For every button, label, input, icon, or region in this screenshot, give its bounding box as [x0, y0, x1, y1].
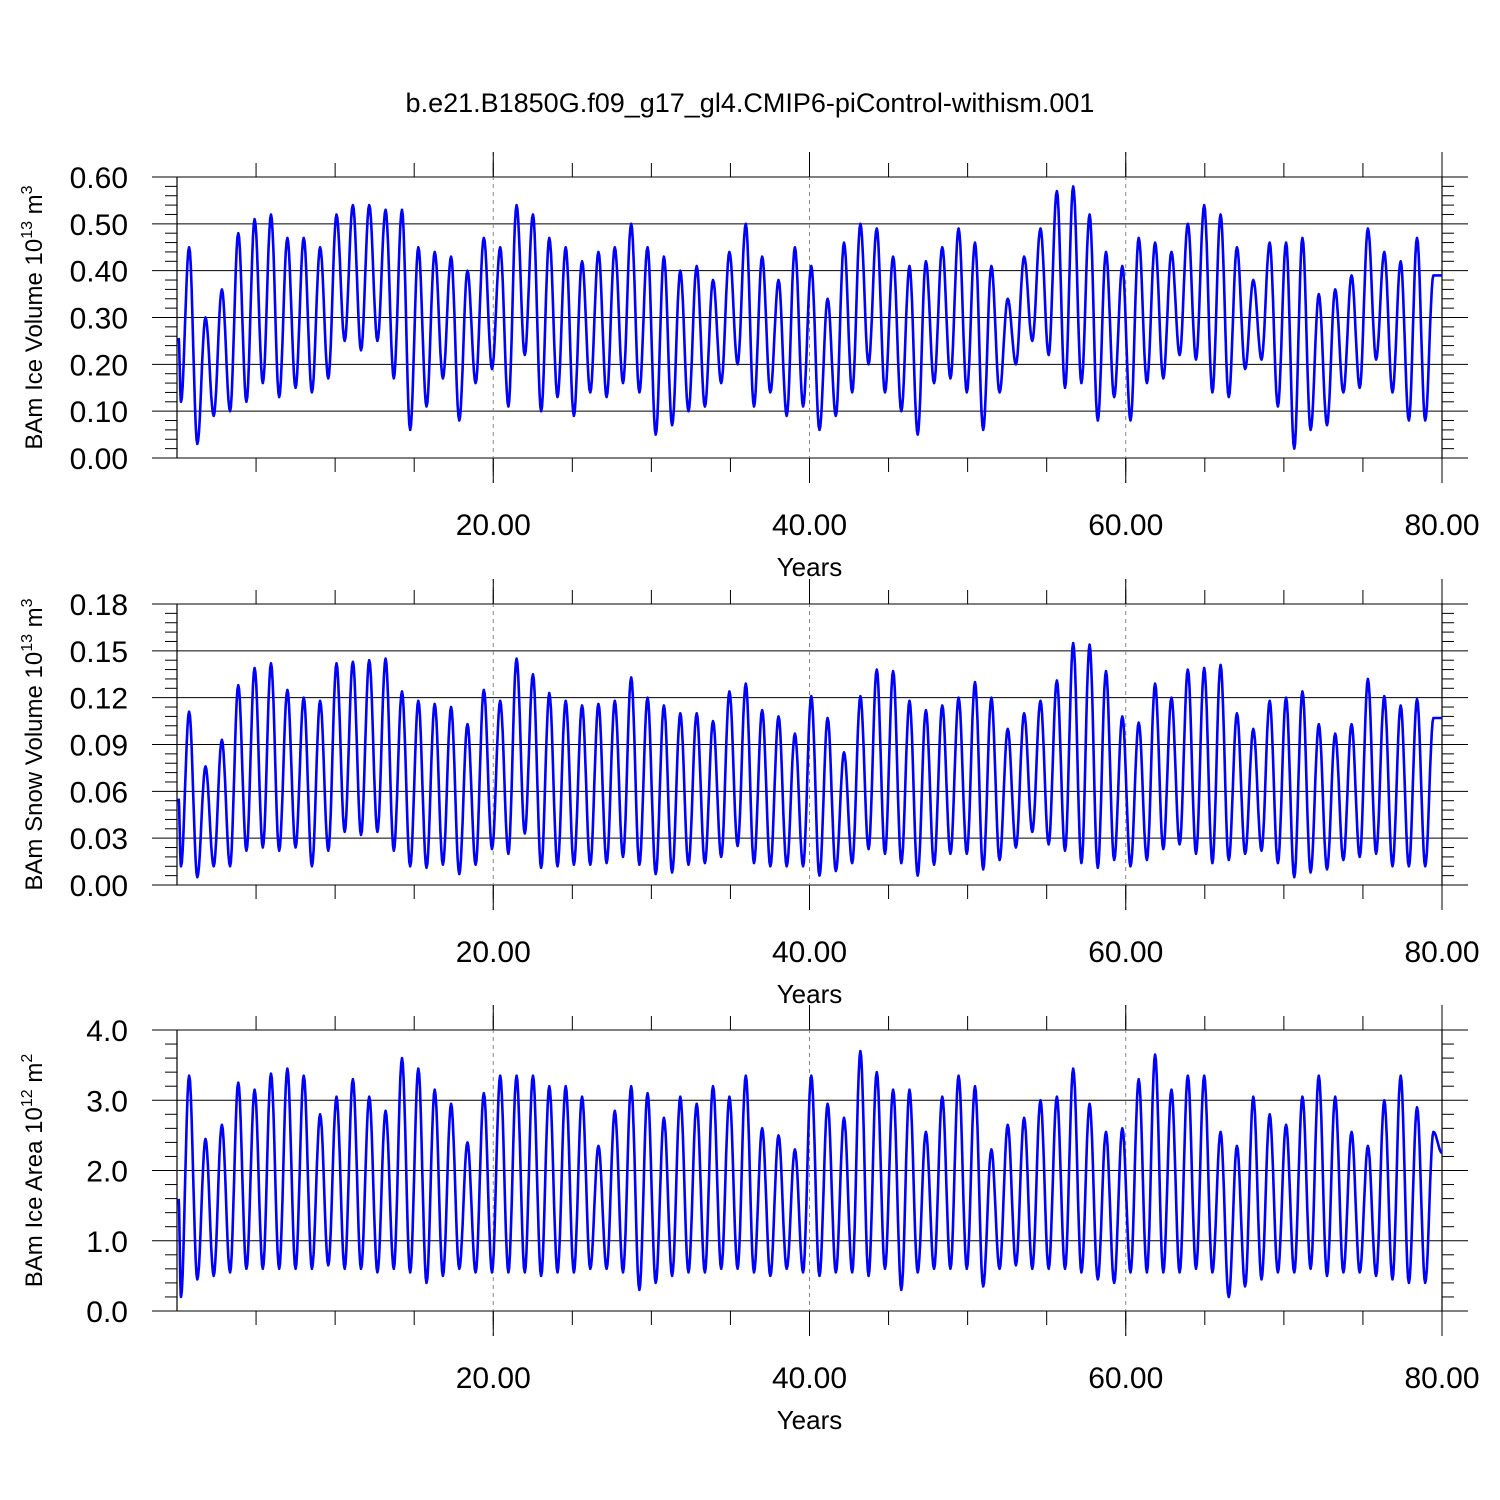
x-tick-label: 40.00: [772, 1362, 847, 1395]
y-axis-label-unit-exponent: 3: [19, 598, 36, 607]
y-tick-label: 0.09: [70, 730, 128, 763]
x-axis-label: Years: [777, 1405, 843, 1435]
x-tick-label: 80.00: [1404, 1362, 1479, 1395]
y-tick-label: 0.20: [70, 349, 128, 382]
y-tick-label: 3.0: [86, 1085, 128, 1118]
y-tick-label: 0.10: [70, 396, 128, 429]
y-axis-label-main: BAm Ice Area 10: [21, 1107, 48, 1287]
x-tick-label: 60.00: [1088, 936, 1163, 969]
y-tick-label: 0.06: [70, 776, 128, 809]
chart-panel-3: 0.0 1.0 2.0 3.0 4.0 20.00 40.00 60.00 80.00 Years…: [19, 1005, 1480, 1435]
figure-title: b.e21.B1850G.f09_g17_gl4.CMIP6-piControl…: [406, 88, 1095, 118]
y-tick-label: 0.00: [70, 443, 128, 476]
y-tick-label: 0.40: [70, 256, 128, 289]
y-axis-label-unit: m: [21, 1063, 48, 1090]
y-tick-label: 0.60: [70, 162, 128, 195]
chart-panel-1: 0.00 0.10 0.20 0.30 0.40 0.50 0.60 20.00 40.00 60…: [19, 152, 1480, 582]
y-axis-label-main: BAm Ice Volume 10: [21, 239, 48, 450]
chart-panel-2: 0.00 0.03 0.06 0.09 0.12 0.15 0.18 20.00 40.00 60…: [19, 579, 1480, 1009]
x-tick-label: 20.00: [456, 509, 531, 542]
x-tick-label: 40.00: [772, 936, 847, 969]
y-axis-label-exponent: 13: [19, 634, 36, 652]
y-axis-label-unit-exponent: 3: [19, 185, 36, 194]
y-axis-label: BAm Ice Area 1012 m2: [19, 1054, 48, 1288]
y-axis-label-exponent: 12: [19, 1089, 36, 1107]
y-tick-label: 4.0: [86, 1015, 128, 1048]
y-tick-label: 0.00: [70, 870, 128, 903]
x-tick-label: 20.00: [456, 1362, 531, 1395]
x-tick-label: 40.00: [772, 509, 847, 542]
y-tick-label: 0.30: [70, 303, 128, 336]
y-tick-label: 0.0: [86, 1296, 128, 1329]
y-tick-label: 2.0: [86, 1156, 128, 1189]
series-line: [177, 641, 1443, 879]
x-tick-label: 20.00: [456, 936, 531, 969]
y-tick-label: 0.18: [70, 589, 128, 622]
y-axis-label-unit: m: [21, 194, 48, 221]
y-axis-label: BAm Ice Volume 1013 m3: [19, 185, 48, 449]
y-tick-label: 0.50: [70, 209, 128, 242]
x-axis-label: Years: [777, 552, 843, 582]
y-tick-label: 0.03: [70, 823, 128, 856]
x-tick-label: 60.00: [1088, 1362, 1163, 1395]
x-tick-label: 60.00: [1088, 509, 1163, 542]
y-tick-label: 1.0: [86, 1226, 128, 1259]
x-tick-label: 80.00: [1404, 509, 1479, 542]
series-line: [177, 185, 1443, 450]
y-axis-label-main: BAm Snow Volume 10: [21, 652, 48, 891]
x-tick-label: 80.00: [1404, 936, 1479, 969]
y-axis-label-unit-exponent: 2: [19, 1054, 36, 1063]
y-axis-label-unit: m: [21, 607, 48, 634]
series-line: [177, 1049, 1443, 1299]
y-axis-label-exponent: 13: [19, 221, 36, 239]
y-axis-label: BAm Snow Volume 1013 m3: [19, 598, 48, 890]
y-tick-label: 0.12: [70, 683, 128, 716]
x-axis-label: Years: [777, 979, 843, 1009]
y-tick-label: 0.15: [70, 636, 128, 669]
